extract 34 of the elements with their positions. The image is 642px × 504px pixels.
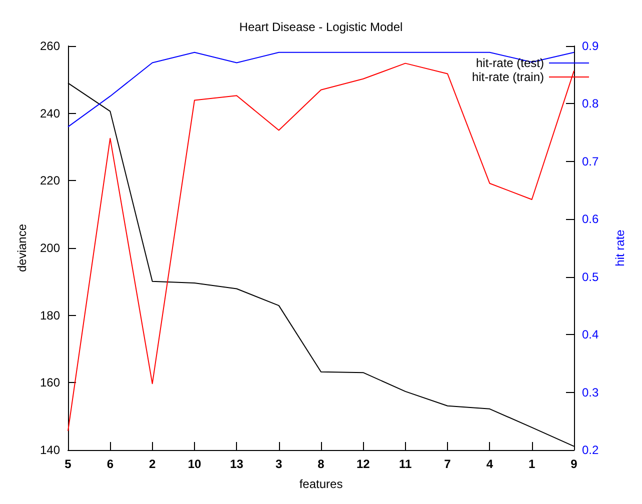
legend-label: hit-rate (train) [472,70,544,84]
x-axis-title: features [299,477,343,491]
y2-tick-label: 0.7 [582,154,600,168]
y2-tick-label: 0.5 [582,270,600,284]
y-tick-label: 180 [40,308,60,322]
y-tick-label: 260 [40,39,60,53]
y2-tick-label: 0.4 [582,328,600,342]
x-tick-label: 1 [528,457,536,471]
x-tick-label: 4 [486,457,494,471]
y-axis-title: deviance [15,224,29,272]
x-tick-label: 8 [318,457,325,471]
x-tick-label: 13 [230,457,244,471]
x-tick-label: 10 [188,457,202,471]
x-tick-label: 9 [570,457,578,471]
y-tick-label: 240 [40,106,60,120]
chart-title: Heart Disease - Logistic Model [239,20,403,34]
y-tick-label: 140 [40,443,60,457]
y2-tick-label: 0.6 [582,212,600,226]
y-tick-label: 200 [40,241,60,255]
y-tick-label: 160 [40,376,60,390]
x-tick-label: 7 [444,457,452,471]
x-tick-label: 2 [148,457,156,471]
x-tick-label: 12 [356,457,370,471]
x-tick-label: 11 [398,457,412,471]
y2-tick-label: 0.3 [582,385,600,400]
x-tick-label: 6 [106,457,114,471]
y2-tick-label: 0.8 [582,96,600,111]
x-tick-label: 5 [64,457,72,471]
y2-tick-label: 0.2 [582,443,600,457]
y2-axis-title: hit rate [613,229,627,266]
line-series [68,52,574,128]
y-tick-label: 220 [40,174,60,188]
x-tick-label: 3 [275,457,282,471]
y2-tick-label: 0.9 [582,39,600,53]
